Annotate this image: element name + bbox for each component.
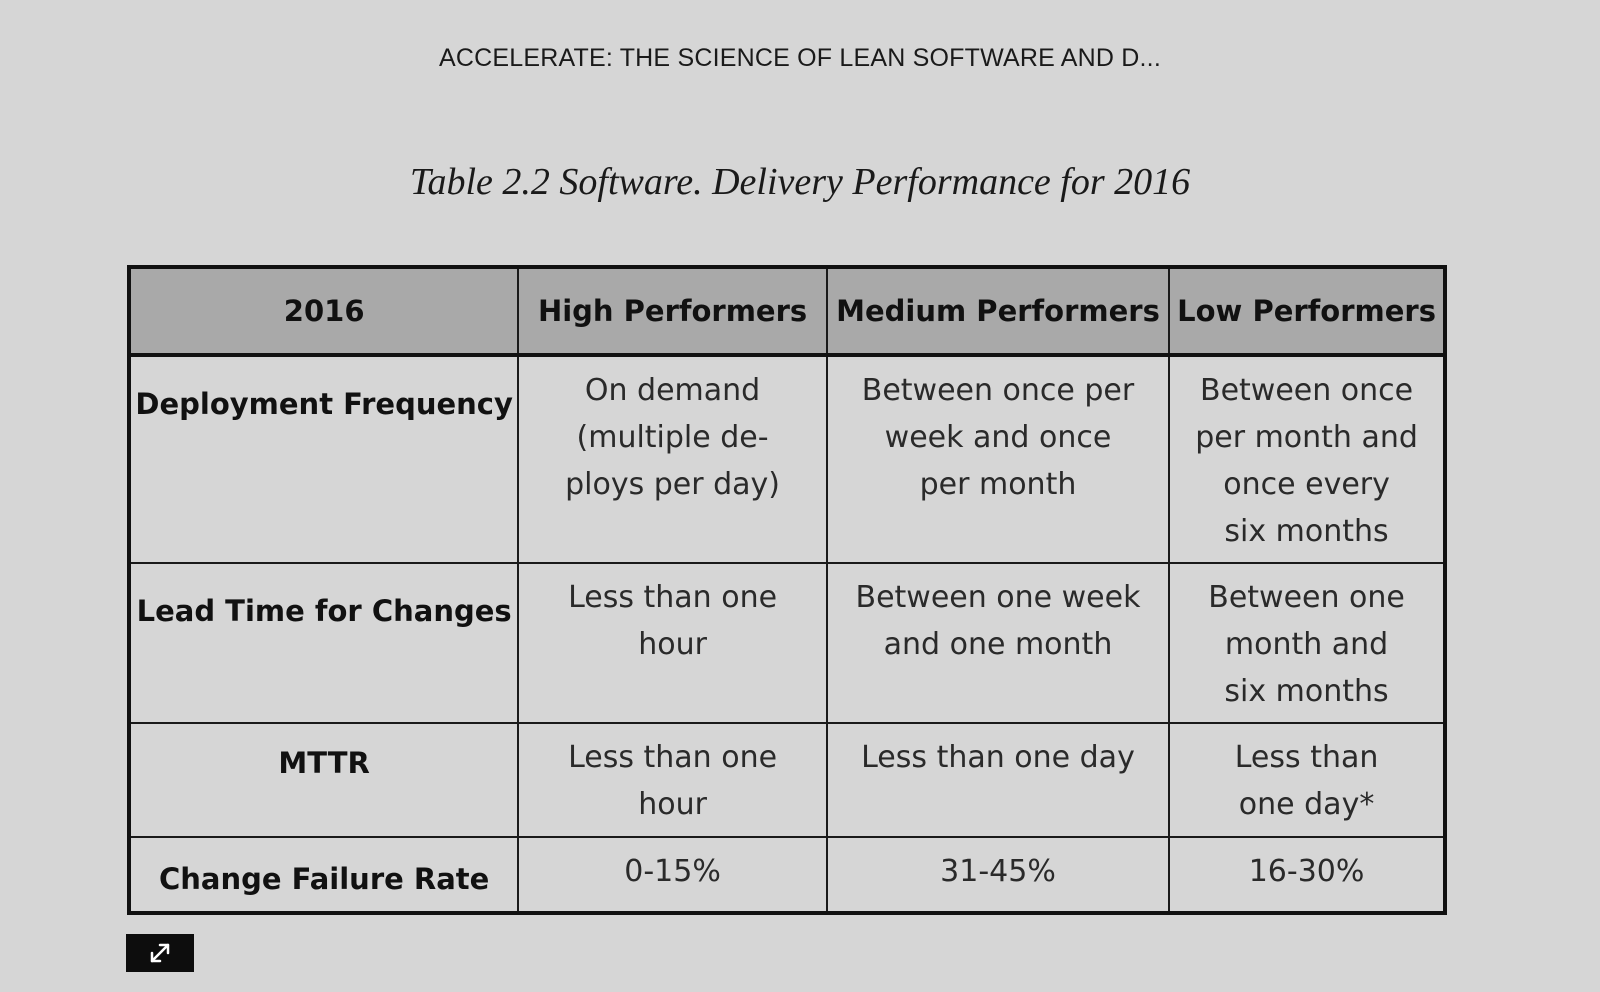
table-cell: On demand (multiple de- ploys per day) (517, 354, 828, 564)
header-low-performers: Low Performers (1168, 266, 1446, 357)
cell-text: On demand (multiple de- ploys per day) (565, 373, 781, 502)
cell-text: Less than one day (861, 740, 1135, 775)
table-caption: Table 2.2 Software. Delivery Performance… (409, 161, 1191, 203)
performance-table: 2016 High Performers Medium Performers L… (127, 265, 1447, 915)
cell-text: Less than one day* (1234, 740, 1379, 822)
cell-text: Less than one hour (568, 580, 778, 662)
table-cell: 0-15% (517, 836, 828, 914)
row-label-deployment-frequency: Deployment Frequency (127, 354, 520, 564)
table-cell: Between one month and six months (1168, 562, 1446, 724)
table-row: Lead Time for Changes Less than one hour… (127, 562, 1446, 724)
cell-text: Between one week and one month (855, 580, 1141, 662)
header-high-performers: High Performers (517, 266, 828, 357)
cell-text: 31-45% (940, 854, 1056, 889)
table-cell: Less than one day (825, 722, 1171, 838)
table-row: Deployment Frequency On demand (multiple… (127, 354, 1446, 564)
row-label-lead-time: Lead Time for Changes (127, 562, 520, 724)
table-cell: 16-30% (1168, 836, 1446, 914)
header-medium-performers: Medium Performers (825, 266, 1171, 357)
table-cell: Less than one hour (517, 562, 828, 724)
expand-table-button[interactable] (126, 934, 194, 972)
cell-text: Between once per week and once per month (861, 373, 1135, 502)
table-cell: Between once per month and once every si… (1168, 354, 1446, 564)
cell-text: Between once per month and once every si… (1195, 373, 1418, 549)
expand-arrows-icon (150, 943, 170, 963)
table-row: MTTR Less than one hour Less than one da… (127, 722, 1446, 838)
cell-text: 0-15% (624, 854, 721, 889)
row-label-mttr: MTTR (127, 722, 520, 838)
cell-text: Between one month and six months (1208, 580, 1405, 709)
table-cell: Less than one day* (1168, 722, 1446, 838)
table-cell: 31-45% (825, 836, 1171, 914)
table-row: Change Failure Rate 0-15% 31-45% 16-30% (127, 836, 1446, 914)
header-year: 2016 (127, 266, 520, 357)
table-cell: Less than one hour (517, 722, 828, 838)
table-cell: Between one week and one month (825, 562, 1171, 724)
cell-text: 16-30% (1248, 854, 1365, 889)
row-label-change-failure-rate: Change Failure Rate (127, 836, 520, 914)
book-title-header: ACCELERATE: THE SCIENCE OF LEAN SOFTWARE… (439, 44, 1161, 72)
cell-text: Less than one hour (568, 740, 778, 822)
table-cell: Between once per week and once per month (825, 354, 1171, 564)
table-header-row: 2016 High Performers Medium Performers L… (127, 266, 1446, 357)
